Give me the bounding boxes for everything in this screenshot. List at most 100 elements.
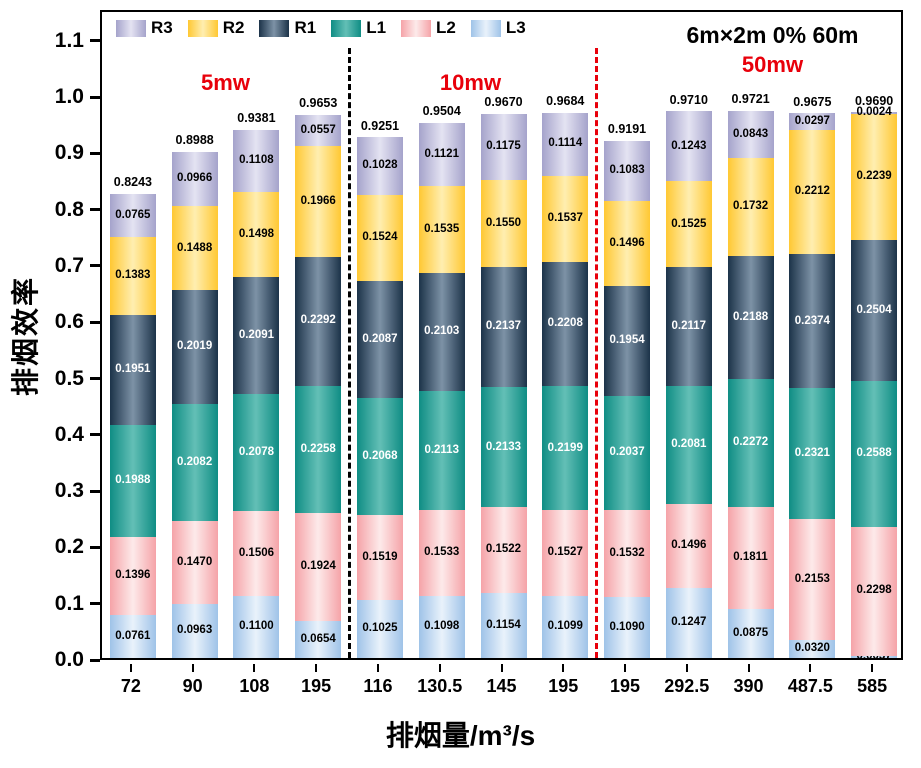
segment-value-label: 0.1811 (733, 551, 768, 564)
bar-segment-l2: 0.1519 (356, 514, 403, 601)
bar-segment-l1: 0.2082 (171, 403, 218, 522)
bar-segment-r1: 0.2208 (542, 262, 589, 387)
x-tick-label: 390 (733, 676, 764, 696)
bar-total-label: 0.9675 (793, 94, 832, 109)
x-axis-tick (438, 664, 441, 672)
y-axis-tick (90, 433, 100, 437)
y-axis-tick (90, 320, 100, 324)
bar-segment-l1: 0.2588 (851, 380, 898, 527)
bar-segment-l2: 0.1522 (480, 507, 527, 594)
segment-value-label: 0.2588 (856, 446, 892, 459)
bar-segment-r1: 0.2117 (665, 267, 712, 387)
segment-value-label: 0.1083 (609, 164, 645, 177)
bar-segment-l3: 0.1154 (480, 593, 527, 658)
bar-total-label: 0.9381 (237, 111, 276, 126)
bar-segment-r3: 0.1121 (418, 122, 465, 187)
y-tick-label: 1.1 (54, 28, 84, 52)
y-axis-tick (90, 658, 100, 662)
bar-segment-l1: 0.2133 (480, 387, 527, 508)
y-tick-label: 0.1 (54, 591, 84, 615)
segment-value-label: 0.0875 (732, 626, 769, 639)
segment-value-label: 0.1524 (362, 231, 398, 244)
y-tick-label: 0.6 (54, 310, 84, 334)
segment-value-label: 0.1532 (609, 546, 645, 559)
segment-value-label: 0.1924 (300, 560, 336, 573)
legend-label: L3 (505, 18, 526, 37)
bar-segment-l1: 0.2321 (789, 388, 836, 519)
bar-total-label: 0.9251 (360, 118, 400, 133)
segment-value-label: 0.1488 (177, 241, 213, 254)
segment-value-label: 0.2037 (609, 446, 645, 459)
segment-value-label: 0.1537 (547, 212, 583, 225)
x-tick-label: 108 (239, 676, 270, 696)
x-axis-tick (191, 664, 194, 672)
segment-value-label: 0.0297 (794, 114, 830, 127)
bar-segment-l3: 0.0037 (851, 651, 898, 662)
bar-segment-r3: 0.0966 (171, 152, 218, 207)
segment-value-label: 0.2078 (238, 446, 275, 459)
bar-segment-l3: 0.1247 (665, 587, 712, 658)
bar-segment-l1: 0.2078 (233, 394, 280, 512)
x-tick-label: 487.5 (787, 676, 833, 696)
segment-value-label: 0.1732 (732, 200, 769, 213)
legend-swatch-l2 (401, 19, 432, 37)
bar-segment-r2: 0.1496 (604, 201, 651, 286)
y-axis-tick (90, 377, 100, 380)
bar-segment-l2: 0.1496 (665, 503, 712, 588)
bar-segment-r1: 0.2292 (295, 256, 342, 386)
x-tick-label: 195 (548, 676, 579, 696)
bar-segment-l2: 0.1533 (418, 509, 465, 597)
bar-segment-r3: 0.1175 (480, 113, 527, 180)
bar-segment-l1: 0.2113 (418, 390, 465, 510)
annotation-5mw: 5mw (201, 70, 250, 95)
x-axis-tick (562, 664, 565, 672)
bar-segment-r3: 0.1028 (356, 137, 403, 196)
segment-value-label: 0.2321 (794, 446, 830, 459)
bar-segment-l1: 0.1988 (109, 424, 156, 537)
segment-value-label: 0.2117 (671, 320, 707, 333)
segment-value-label: 0.2081 (671, 438, 707, 451)
segment-value-label: 0.1098 (424, 620, 460, 633)
bar-segment-r3: 0.0557 (295, 114, 342, 147)
x-tick-label: 130.5 (417, 676, 463, 696)
y-axis-tick (90, 95, 100, 99)
legend-label: L2 (436, 18, 456, 37)
bar-segment-l3: 0.0320 (789, 639, 836, 658)
legend-entry-r2: R2 (187, 18, 245, 38)
segment-value-label: 0.1025 (362, 622, 398, 635)
segment-value-label: 0.1535 (424, 222, 460, 235)
segment-value-label: 0.2298 (856, 584, 892, 597)
segment-value-label: 0.1121 (424, 147, 459, 160)
bar-segment-l2: 0.1811 (727, 506, 774, 609)
bar-segment-r1: 0.2137 (480, 266, 527, 388)
segment-value-label: 0.2137 (485, 320, 522, 333)
x-tick-label: 195 (610, 676, 641, 696)
segment-value-label: 0.1175 (486, 139, 521, 152)
bar-segment-l3: 0.0761 (109, 615, 156, 658)
bar-total-label: 0.9653 (299, 96, 338, 111)
y-axis-tick (90, 208, 100, 212)
segment-value-label: 0.1496 (671, 538, 707, 551)
bar-segment-l3: 0.0963 (171, 603, 218, 658)
bar-segment-l2: 0.1470 (171, 521, 218, 604)
legend-label: R1 (294, 18, 317, 37)
plot-area: R3 R2 R1 L1 L2 L3 0.0761 0.1396 0.1988 0.1951 0.1… (100, 10, 903, 662)
bar-total-label: 0.9670 (484, 95, 523, 110)
bar-segment-l3: 0.1098 (418, 596, 465, 658)
legend-label: R2 (222, 18, 245, 37)
x-axis-tick (315, 664, 318, 672)
bar-total-label: 0.9684 (546, 94, 585, 109)
segment-value-label: 0.0024 (856, 106, 892, 119)
segment-value-label: 0.1988 (115, 473, 151, 486)
y-tick-label: 0.3 (54, 479, 84, 503)
segment-value-label: 0.1533 (424, 546, 460, 559)
bar-segment-r2: 0.1537 (542, 175, 589, 263)
bar-segment-l1: 0.2258 (295, 385, 342, 513)
x-axis-tick (500, 664, 503, 672)
legend-entry-l1: L1 (331, 18, 386, 38)
segment-value-label: 0.1519 (362, 550, 398, 563)
legend-swatch-r2 (187, 19, 218, 37)
segment-value-label: 0.1954 (609, 333, 645, 346)
bar-segment-r3: 0.0024 (851, 107, 898, 118)
annotation-10mw: 10mw (439, 70, 502, 95)
